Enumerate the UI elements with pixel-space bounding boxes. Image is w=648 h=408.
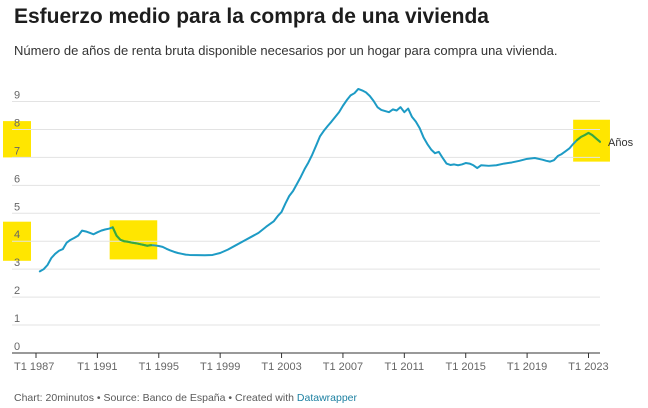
highlight-box — [573, 119, 610, 162]
x-tick-label: T1 2011 — [385, 361, 425, 373]
x-tick-label: T1 1995 — [139, 361, 179, 373]
y-tick-label: 9 — [14, 90, 20, 102]
x-tick-label: T1 1991 — [77, 361, 117, 373]
x-tick-label: T1 2015 — [446, 361, 486, 373]
chart-footer: Chart: 20minutos • Source: Banco de Espa… — [14, 392, 357, 404]
series-layer — [38, 87, 601, 273]
footer-separator: • — [225, 392, 236, 404]
x-tick-label: T1 2023 — [568, 361, 608, 373]
series-label: Años — [608, 137, 634, 149]
y-tick-label: 2 — [14, 285, 20, 297]
footer-separator: • — [93, 392, 104, 404]
y-tick-label: 0 — [14, 341, 20, 353]
grid-layer: 0 1 2 3 4 5 6 7 8 9 — [12, 90, 600, 353]
highlight-box — [3, 121, 31, 158]
created-with-text: Created with — [235, 392, 297, 404]
label-layer: Años — [608, 137, 634, 149]
source-credit: Source: Banco de España — [103, 392, 226, 404]
y-tick-label: 3 — [14, 257, 20, 269]
x-tick-label: T1 2003 — [261, 361, 301, 373]
chart-credit: Chart: 20minutos — [14, 392, 94, 404]
highlight-layer — [3, 119, 610, 261]
highlighted-series-segment — [575, 131, 601, 143]
x-tick-label: T1 2019 — [507, 361, 547, 373]
y-tick-label: 5 — [14, 201, 20, 213]
x-axis: T1 1987 T1 1991 T1 1995 T1 1999 T1 2003 T1 20… — [12, 352, 609, 373]
x-tick-label: T1 1999 — [200, 361, 240, 373]
chart-title: Esfuerzo medio para la compra de una viv… — [14, 5, 489, 28]
y-tick-label: 7 — [14, 145, 20, 157]
x-tick-label: T1 2007 — [323, 361, 363, 373]
chart-subtitle: Número de años de renta bruta disponible… — [14, 43, 558, 58]
y-tick-label: 1 — [14, 313, 20, 325]
highlighted-series-segment — [111, 226, 153, 247]
y-tick-label: 8 — [14, 117, 20, 129]
y-tick-label: 4 — [14, 229, 20, 241]
y-tick-label: 6 — [14, 173, 20, 185]
highlight-box — [109, 220, 158, 260]
datawrapper-link[interactable]: Datawrapper — [296, 392, 358, 404]
x-tick-label: T1 1987 — [14, 361, 54, 373]
